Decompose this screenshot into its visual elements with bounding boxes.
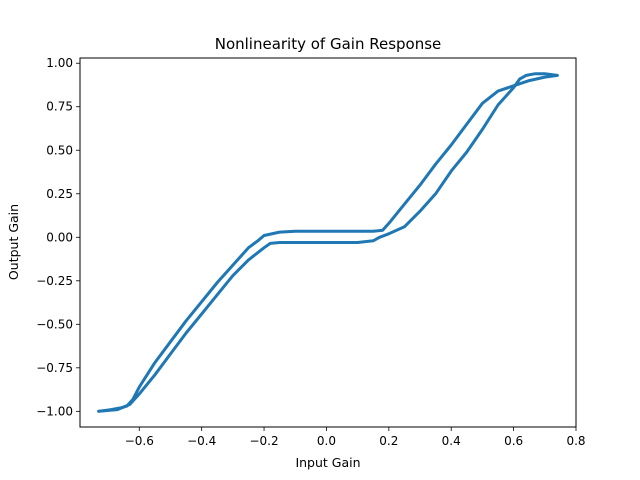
- y-axis-label: Output Gain: [6, 204, 21, 280]
- series-line-1: [97, 72, 559, 413]
- x-ticks: −0.6 −0.4 −0.2 0.0 0.2 0.4 0.6 0.8: [125, 427, 586, 448]
- x-axis-label: Input Gain: [295, 455, 360, 470]
- x-tick-label: 0.6: [504, 434, 523, 448]
- plot-frame: [79, 57, 577, 428]
- y-tick-label: 0.25: [46, 187, 73, 201]
- x-tick-label: 0.0: [317, 434, 336, 448]
- series-line-0: [97, 73, 559, 413]
- x-tick-label: −0.2: [249, 434, 278, 448]
- y-tick-label: 0.75: [46, 100, 73, 114]
- y-tick-label: 0.00: [46, 230, 73, 244]
- y-tick-label: 0.50: [46, 143, 73, 157]
- x-tick-label: −0.6: [125, 434, 154, 448]
- y-tick-label: −0.50: [36, 317, 73, 331]
- y-tick-label: −0.75: [36, 361, 73, 375]
- x-tick-label: 0.2: [379, 434, 398, 448]
- x-tick-label: 0.4: [442, 434, 461, 448]
- x-tick-label: 0.8: [566, 434, 585, 448]
- y-tick-label: −0.25: [36, 274, 73, 288]
- y-ticks: −1.00 −0.75 −0.50 −0.25 0.00 0.25 0.50 0.75 1.00: [36, 56, 80, 418]
- y-tick-label: −1.00: [36, 404, 73, 418]
- series-layer: [97, 72, 559, 413]
- y-tick-label: 1.00: [46, 56, 73, 70]
- chart-title: Nonlinearity of Gain Response: [215, 35, 442, 53]
- x-tick-label: −0.4: [187, 434, 216, 448]
